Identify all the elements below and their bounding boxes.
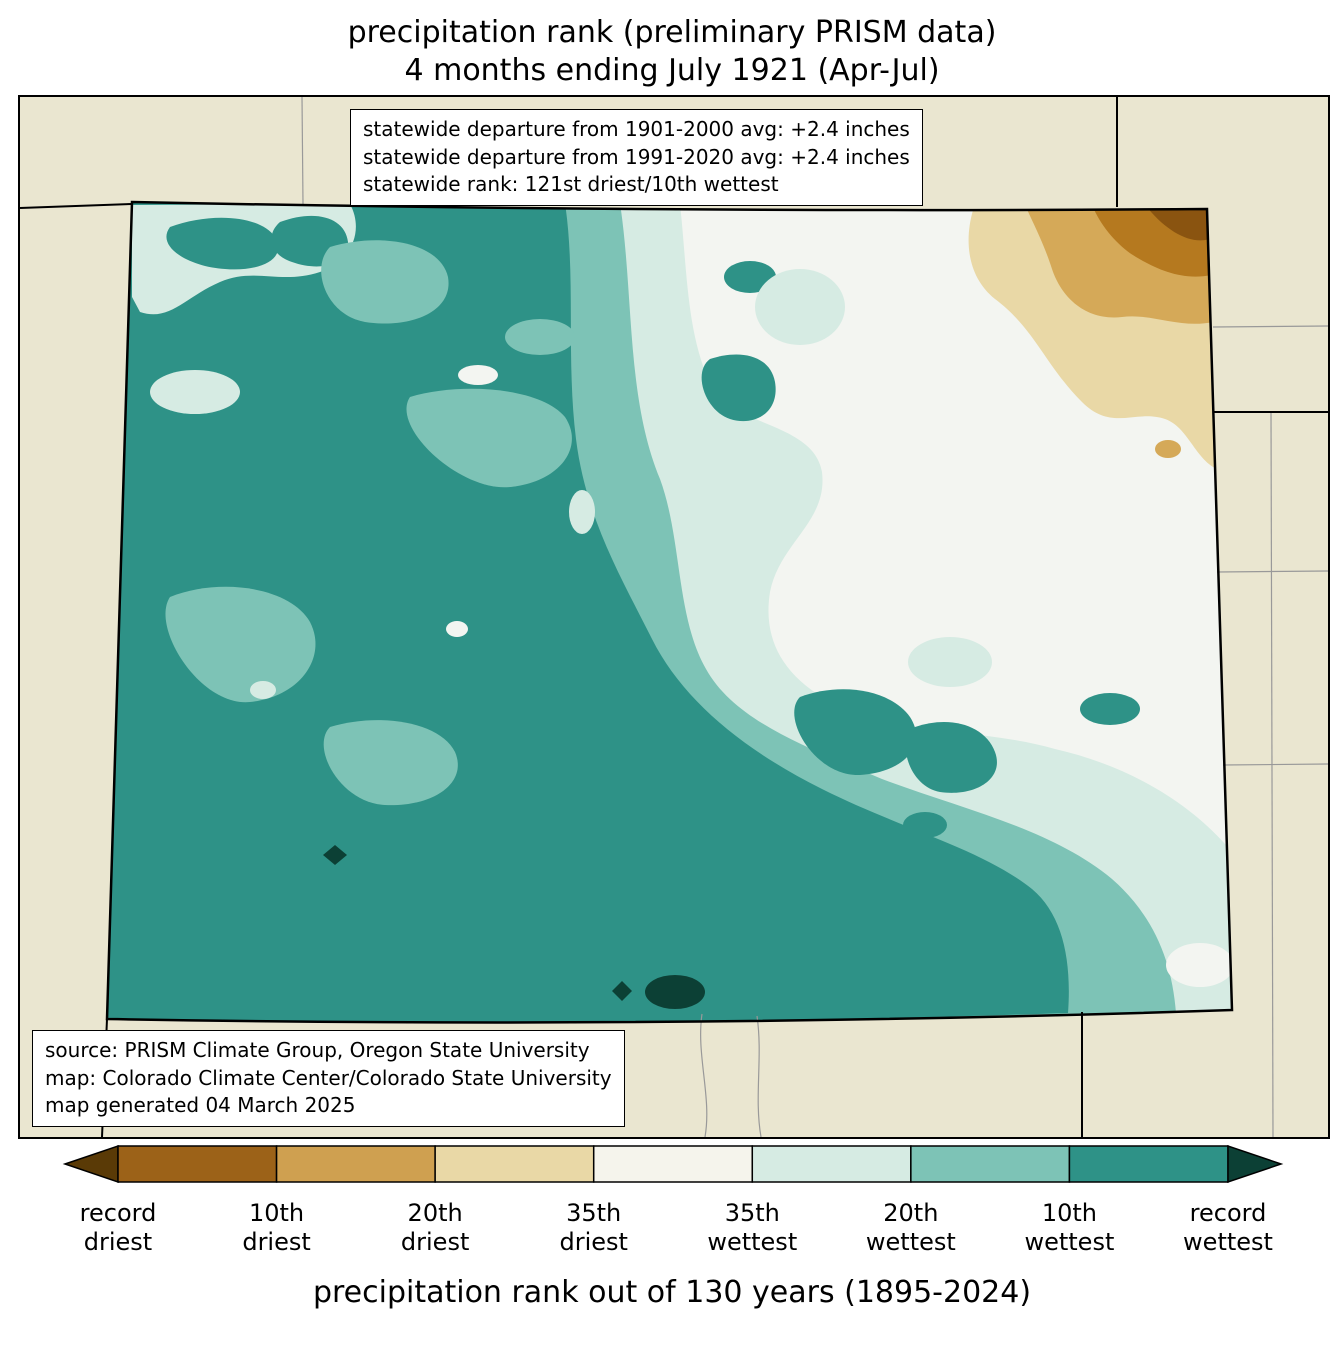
- neighbor-county-lines: [301, 97, 1328, 1137]
- legend-swatch: [62, 1144, 119, 1184]
- dark-blob-southeast-1: [794, 689, 917, 776]
- pale-spot-4: [250, 681, 276, 699]
- stats-line-3: statewide rank: 121st driest/10th wettes…: [363, 172, 779, 197]
- title-line-2: 4 months ending July 1921 (Apr-Jul): [404, 52, 940, 88]
- legend: record driest 10th driest 20th driest 35th drie…: [0, 1143, 1344, 1310]
- dark-blob-southeast-3: [903, 812, 947, 838]
- pale-spot-2: [569, 490, 595, 534]
- page-title: precipitation rank (preliminary PRISM da…: [0, 14, 1344, 89]
- pale-patch-north-plains: [755, 269, 845, 345]
- dark-blob-north-front-range: [724, 261, 776, 293]
- legend-label: 35th wettest: [707, 1199, 798, 1257]
- record-wettest-spot-1: [323, 845, 347, 865]
- legend-label: 20th driest: [400, 1199, 470, 1257]
- medium-patch-west: [165, 586, 316, 703]
- source-line-1: source: PRISM Climate Group, Oregon Stat…: [45, 1038, 590, 1063]
- stats-line-1: statewide departure from 1901-2000 avg: …: [363, 117, 910, 141]
- legend-swatch: [1068, 1145, 1229, 1183]
- title-line-1: precipitation rank (preliminary PRISM da…: [347, 15, 997, 50]
- medium-patch-north: [321, 240, 449, 324]
- white-spot-1: [458, 365, 498, 385]
- record-wettest-blob-south: [645, 975, 705, 1009]
- legend-colorbar: [62, 1144, 1284, 1184]
- legend-swatch: [751, 1145, 912, 1183]
- legend-label: record driest: [79, 1199, 157, 1257]
- record-driest-sliver: [1146, 206, 1210, 241]
- legend-swatch: [592, 1145, 754, 1183]
- colorado-precip-map: [20, 97, 1328, 1137]
- medium-patch-southwest: [323, 720, 458, 806]
- legend-label: 10th wettest: [1024, 1199, 1115, 1257]
- legend-label: record wettest: [1183, 1199, 1273, 1257]
- colorado-state-outline: [105, 200, 1234, 1024]
- stats-box: statewide departure from 1901-2000 avg: …: [350, 109, 923, 206]
- legend-label: 35th driest: [559, 1199, 628, 1257]
- legend-swatch: [910, 1145, 1071, 1183]
- northwest-dark-blob-1: [166, 217, 279, 270]
- pale-patch-west: [150, 370, 240, 414]
- dark-blob-foothills: [701, 354, 776, 422]
- source-box: source: PRISM Climate Group, Oregon Stat…: [32, 1030, 625, 1127]
- dark-blob-southeast-2: [905, 721, 997, 793]
- record-wettest-spot-2: [612, 981, 632, 1001]
- medium-patch-small: [505, 319, 575, 355]
- dark-blob-east: [1080, 693, 1140, 725]
- legend-swatch: [275, 1145, 436, 1183]
- legend-label: 20th wettest: [865, 1199, 956, 1257]
- legend-swatch: [1227, 1144, 1284, 1184]
- legend-labels: record driest 10th driest 20th driest 35th drie…: [0, 1199, 1344, 1265]
- colorado-fill-layers: [107, 202, 1232, 1023]
- pale-patch-east-plains: [908, 637, 992, 687]
- source-line-3: map generated 04 March 2025: [45, 1093, 356, 1118]
- legend-swatch: [117, 1145, 278, 1183]
- legend-swatch: [434, 1145, 595, 1183]
- legend-label: 10th driest: [242, 1199, 311, 1257]
- medium-patch-central: [406, 388, 572, 488]
- wettest-10-region: [107, 202, 1069, 1023]
- white-patch-southeast-corner: [1166, 943, 1232, 987]
- stats-line-2: statewide departure from 1991-2020 avg: …: [363, 144, 910, 169]
- dry-spot-east-border: [1155, 440, 1181, 458]
- legend-caption: precipitation rank out of 130 years (189…: [312, 1275, 1032, 1310]
- map-frame: statewide departure from 1901-2000 avg: …: [18, 95, 1330, 1139]
- source-line-2: map: Colorado Climate Center/Colorado St…: [45, 1065, 612, 1090]
- white-spot-3: [446, 621, 468, 637]
